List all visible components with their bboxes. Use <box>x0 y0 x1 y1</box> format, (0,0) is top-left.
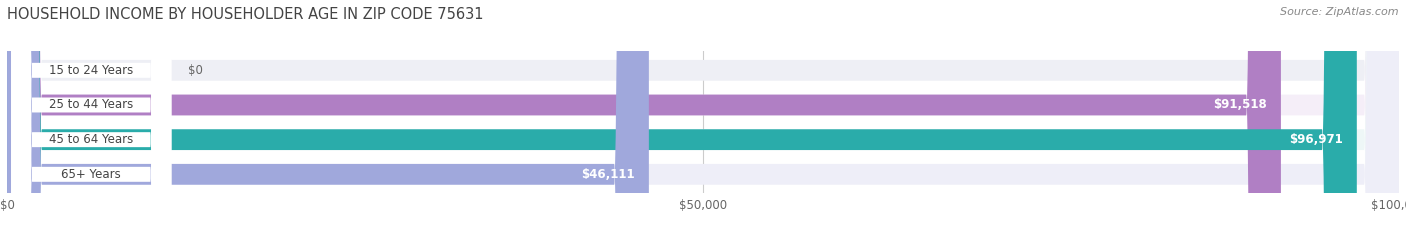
FancyBboxPatch shape <box>7 0 1357 233</box>
Text: 25 to 44 Years: 25 to 44 Years <box>49 99 134 112</box>
Text: HOUSEHOLD INCOME BY HOUSEHOLDER AGE IN ZIP CODE 75631: HOUSEHOLD INCOME BY HOUSEHOLDER AGE IN Z… <box>7 7 484 22</box>
FancyBboxPatch shape <box>7 0 1281 233</box>
FancyBboxPatch shape <box>11 0 172 233</box>
Text: $0: $0 <box>188 64 202 77</box>
FancyBboxPatch shape <box>11 0 172 233</box>
Text: $91,518: $91,518 <box>1213 99 1267 112</box>
Text: 65+ Years: 65+ Years <box>62 168 121 181</box>
FancyBboxPatch shape <box>11 0 172 233</box>
Text: 45 to 64 Years: 45 to 64 Years <box>49 133 134 146</box>
FancyBboxPatch shape <box>7 0 1399 233</box>
Text: Source: ZipAtlas.com: Source: ZipAtlas.com <box>1281 7 1399 17</box>
Text: $46,111: $46,111 <box>581 168 636 181</box>
Text: 15 to 24 Years: 15 to 24 Years <box>49 64 134 77</box>
FancyBboxPatch shape <box>7 0 1399 233</box>
Text: $96,971: $96,971 <box>1289 133 1343 146</box>
FancyBboxPatch shape <box>7 0 648 233</box>
FancyBboxPatch shape <box>11 0 172 233</box>
FancyBboxPatch shape <box>7 0 1399 233</box>
FancyBboxPatch shape <box>7 0 1399 233</box>
